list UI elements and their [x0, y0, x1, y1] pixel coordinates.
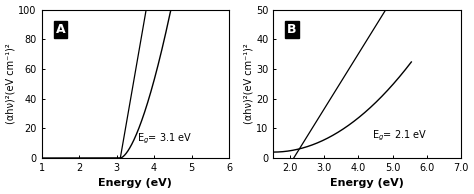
Y-axis label: (αhν)²(eV cm⁻¹)²: (αhν)²(eV cm⁻¹)² [243, 43, 253, 124]
Text: E$_g$= 2.1 eV: E$_g$= 2.1 eV [372, 129, 428, 143]
Text: B: B [287, 23, 297, 36]
Text: E$_g$= 3.1 eV: E$_g$= 3.1 eV [137, 132, 192, 146]
X-axis label: Energy (eV): Energy (eV) [99, 178, 172, 188]
Text: A: A [55, 23, 65, 36]
Y-axis label: (αhν)²(eV cm⁻¹)²: (αhν)²(eV cm⁻¹)² [6, 43, 16, 124]
X-axis label: Energy (eV): Energy (eV) [330, 178, 404, 188]
